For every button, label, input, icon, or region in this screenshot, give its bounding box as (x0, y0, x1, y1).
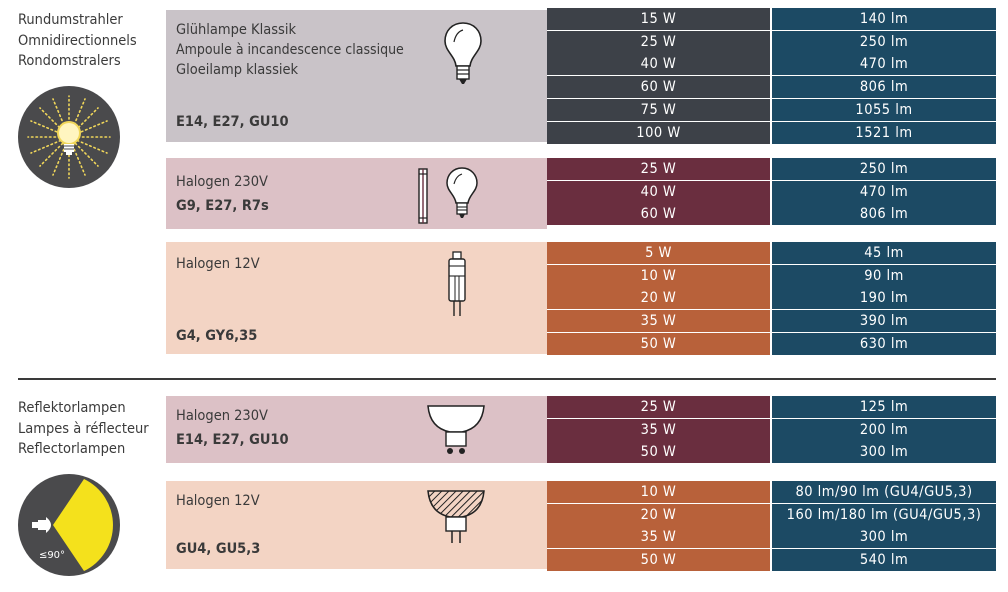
table-row: 75 W 1055 lm (547, 98, 996, 122)
group-title: Halogen 12V (176, 493, 260, 509)
wattage-cell: 20 W (547, 287, 770, 310)
section-title-line: Reflectorlampen (18, 441, 126, 457)
lumen-cell: 160 lm/180 lm (GU4/GU5,3) (772, 503, 996, 526)
table-row: 35 W 300 lm (547, 526, 996, 549)
reflector-beam-icon: ≤90° (18, 474, 120, 576)
halogen-r7s-and-bulb-icon (418, 167, 478, 224)
wattage-cell: 5 W (547, 242, 770, 264)
wattage-cell: 100 W (547, 121, 770, 144)
g4-capsule-icon (448, 251, 466, 316)
wattage-cell: 35 W (547, 526, 770, 549)
omnidirectional-light-icon (18, 86, 120, 188)
lumen-cell: 1055 lm (772, 98, 996, 121)
wattage-cell: 10 W (547, 264, 770, 287)
group-title: Halogen 230V (176, 174, 268, 190)
table-row: 35 W 200 lm (547, 418, 996, 442)
wattage-cell: 40 W (547, 53, 770, 76)
lumen-cell: 1521 lm (772, 121, 996, 144)
table-row: 20 W 160 lm/180 lm (GU4/GU5,3) (547, 503, 996, 527)
table-row: 50 W 300 lm (547, 441, 996, 464)
wattage-cell: 60 W (547, 76, 770, 99)
wattage-cell: 50 W (547, 332, 770, 355)
lumen-cell: 300 lm (772, 441, 996, 464)
reflector-gu10-icon (427, 405, 485, 454)
socket-types: E14, E27, GU10 (176, 114, 289, 130)
group-title-line: Gloeilamp klassiek (176, 62, 299, 78)
table-row: 50 W 540 lm (547, 549, 996, 572)
lumen-cell: 190 lm (772, 287, 996, 310)
table-row: 40 W 470 lm (547, 53, 996, 76)
section-divider (18, 378, 996, 380)
group-title: Halogen 230V (176, 408, 268, 424)
table-row: 40 W 470 lm (547, 180, 996, 204)
wattage-cell: 75 W (547, 98, 770, 121)
table-row: 25 W 250 lm (547, 30, 996, 54)
wattage-cell: 25 W (547, 30, 770, 53)
group-reflector-halogen-230v: Halogen 230V E14, E27, GU10 (166, 396, 547, 463)
group-title-line: Glühlampe Klassik (176, 22, 297, 38)
wattage-cell: 20 W (547, 503, 770, 526)
socket-types: G4, GY6,35 (176, 328, 258, 344)
lumen-cell: 470 lm (772, 53, 996, 76)
table-row: 5 W 45 lm (547, 242, 996, 265)
wattage-cell: 35 W (547, 418, 770, 441)
section-title-line: Rondomstralers (18, 53, 121, 69)
table-row: 25 W 250 lm (547, 158, 996, 181)
wattage-cell: 60 W (547, 203, 770, 226)
socket-types: E14, E27, GU10 (176, 432, 289, 448)
socket-types: GU4, GU5,3 (176, 541, 261, 557)
lumen-cell: 80 lm/90 lm (GU4/GU5,3) (772, 481, 996, 503)
table-row: 60 W 806 lm (547, 76, 996, 99)
section-title-line: Omnidirectionnels (18, 32, 137, 49)
table-row: 100 W 1521 lm (547, 121, 996, 145)
wattage-cell: 25 W (547, 158, 770, 180)
group-title-line: Ampoule à incandescence classique (176, 42, 404, 58)
group-title: Glühlampe Klassik Ampoule à incandescenc… (176, 20, 404, 80)
lumen-cell: 806 lm (772, 203, 996, 226)
beam-angle-label: ≤90° (39, 550, 65, 561)
group-halogen-12v: Halogen 12V G4, GY6,35 (166, 242, 547, 354)
group-classic-bulb: Glühlampe Klassik Ampoule à incandescenc… (166, 10, 547, 142)
lumen-cell: 45 lm (772, 242, 996, 264)
wattage-cell: 50 W (547, 441, 770, 464)
table-row: 35 W 390 lm (547, 310, 996, 333)
lumen-cell: 300 lm (772, 526, 996, 549)
wattage-cell: 50 W (547, 549, 770, 572)
lumen-cell: 470 lm (772, 180, 996, 203)
lumen-cell: 250 lm (772, 158, 996, 180)
wattage-cell: 25 W (547, 396, 770, 418)
lumen-cell: 200 lm (772, 418, 996, 441)
lumen-cell: 390 lm (772, 310, 996, 333)
table-row: 10 W 80 lm/90 lm (GU4/GU5,3) (547, 481, 996, 504)
socket-types: G9, E27, R7s (176, 198, 269, 214)
table-row: 60 W 806 lm (547, 203, 996, 226)
wattage-cell: 40 W (547, 180, 770, 203)
reflector-mr16-icon (427, 490, 485, 543)
table-row: 20 W 190 lm (547, 287, 996, 310)
wattage-cell: 35 W (547, 310, 770, 333)
table-row: 25 W 125 lm (547, 396, 996, 419)
lumen-cell: 140 lm (772, 8, 996, 30)
table-row: 10 W 90 lm (547, 264, 996, 288)
section-title-omnidirectional: Rundumstrahler Omnidirectionnels Rondoms… (18, 10, 137, 72)
lumen-cell: 806 lm (772, 76, 996, 99)
section-title-line: Lampes à réflecteur (18, 420, 149, 437)
wattage-cell: 15 W (547, 8, 770, 30)
group-reflector-halogen-12v: Halogen 12V GU4, GU5,3 (166, 481, 547, 569)
table-row: 50 W 630 lm (547, 332, 996, 356)
wattage-cell: 10 W (547, 481, 770, 503)
group-title: Halogen 12V (176, 256, 260, 272)
group-halogen-230v: Halogen 230V G9, E27, R7s (166, 158, 547, 229)
lumen-cell: 540 lm (772, 549, 996, 572)
section-title-line: Rundumstrahler (18, 12, 123, 28)
lumen-cell: 125 lm (772, 396, 996, 418)
section-title-line: Reflektorlampen (18, 400, 126, 416)
section-title-reflector: Reflektorlampen Lampes à réflecteur Refl… (18, 398, 149, 460)
lumen-cell: 630 lm (772, 332, 996, 355)
lumen-cell: 250 lm (772, 30, 996, 53)
lumen-cell: 90 lm (772, 264, 996, 287)
classic-bulb-icon (444, 22, 482, 84)
table-row: 15 W 140 lm (547, 8, 996, 31)
